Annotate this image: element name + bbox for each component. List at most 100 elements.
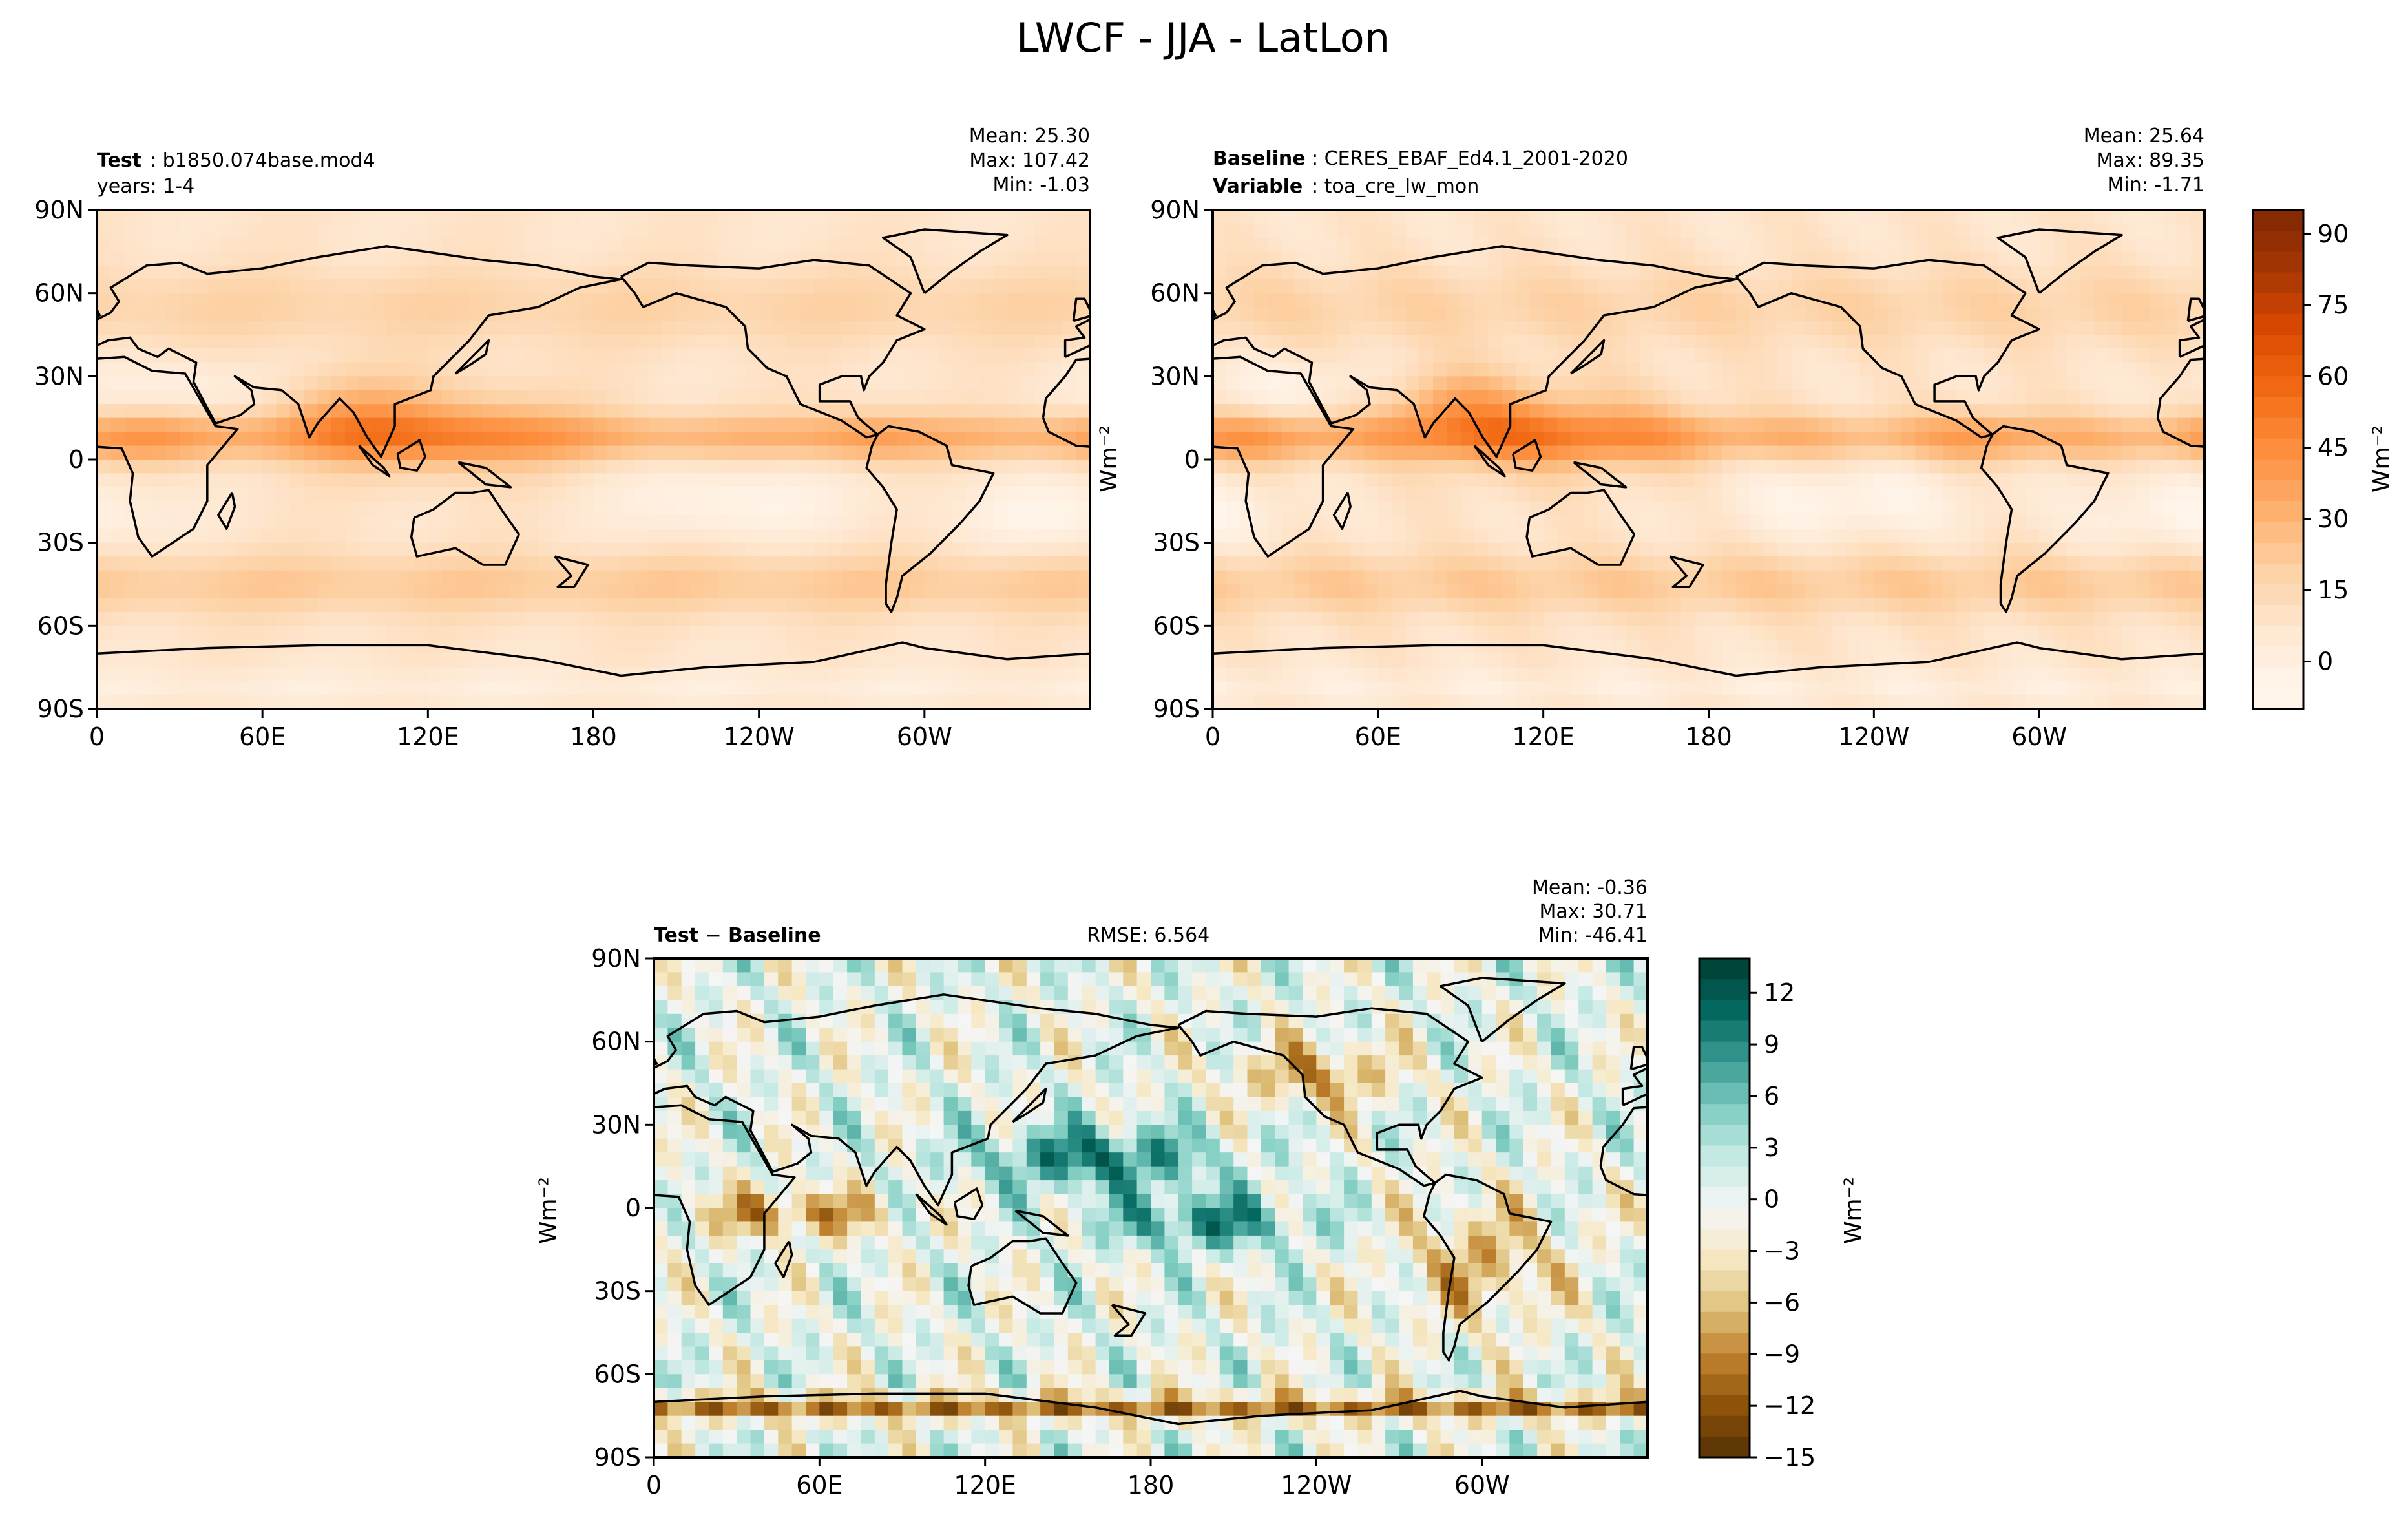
field-cell xyxy=(1557,626,1571,640)
field-cell xyxy=(483,514,497,529)
field-cell xyxy=(386,362,401,377)
field-cell xyxy=(2108,307,2122,322)
field-cell xyxy=(2122,307,2136,322)
field-cell xyxy=(704,390,718,405)
field-cell xyxy=(386,501,401,516)
field-cell xyxy=(662,529,677,544)
field-cell xyxy=(469,417,484,432)
field-cell xyxy=(1557,598,1571,613)
field-cell xyxy=(1680,487,1695,502)
field-cell xyxy=(634,224,649,238)
field-cell xyxy=(1364,417,1379,432)
field-cell xyxy=(317,542,332,557)
field-cell xyxy=(634,487,649,502)
field-cell xyxy=(1405,570,1420,585)
field-cell xyxy=(1350,335,1365,349)
field-cell xyxy=(1254,307,1268,322)
field-cell xyxy=(97,321,111,335)
field-cell xyxy=(580,611,594,626)
field-cell xyxy=(1062,681,1077,696)
field-cell xyxy=(2025,487,2040,502)
field-cell xyxy=(221,598,235,613)
field-cell xyxy=(1763,529,1778,544)
field-cell xyxy=(841,335,856,349)
x-tick-label: 60W xyxy=(897,723,952,751)
field-cell xyxy=(938,460,953,474)
field-cell xyxy=(2149,626,2164,640)
field-cell xyxy=(180,432,194,447)
field-cell xyxy=(855,362,870,377)
field-cell xyxy=(1392,653,1407,668)
field-cell xyxy=(2094,473,2109,488)
field-cell xyxy=(2149,335,2164,349)
field-cell xyxy=(2163,460,2177,474)
field-cell xyxy=(1336,542,1351,557)
field-cell xyxy=(2163,473,2177,488)
field-cell xyxy=(621,224,636,238)
field-cell xyxy=(1612,404,1627,419)
field-cell xyxy=(1529,251,1544,266)
field-cell xyxy=(1722,598,1737,613)
field-cell xyxy=(1062,404,1077,419)
field-cell xyxy=(1832,265,1847,280)
field-cell xyxy=(441,653,456,668)
field-cell xyxy=(938,348,953,363)
field-cell xyxy=(345,570,360,585)
field-cell xyxy=(648,279,663,294)
field-cell xyxy=(1254,210,1268,224)
field-cell xyxy=(1901,529,1916,544)
field-cell xyxy=(2011,265,2026,280)
field-cell xyxy=(345,667,360,682)
field-cell xyxy=(565,681,580,696)
field-cell xyxy=(497,460,511,474)
field-cell xyxy=(124,542,139,557)
field-cell xyxy=(1226,473,1241,488)
field-cell xyxy=(1377,362,1392,377)
field-cell xyxy=(441,417,456,432)
field-cell xyxy=(1516,251,1530,266)
field-cell xyxy=(745,473,760,488)
field-cell xyxy=(1667,335,1682,349)
field-cell xyxy=(565,667,580,682)
field-cell xyxy=(180,681,194,696)
field-cell xyxy=(221,460,235,474)
field-cell xyxy=(372,556,387,571)
field-cell xyxy=(262,279,277,294)
field-cell xyxy=(400,695,415,710)
field-cell xyxy=(1805,417,1819,432)
field-cell xyxy=(1557,460,1571,474)
field-cell xyxy=(193,653,208,668)
field-cell xyxy=(1791,417,1806,432)
field-cell xyxy=(289,348,304,363)
field-cell xyxy=(304,335,319,349)
field-cell xyxy=(110,251,125,266)
field-cell xyxy=(124,653,139,668)
field-cell xyxy=(855,432,870,447)
field-cell xyxy=(1874,279,1889,294)
field-cell xyxy=(841,667,856,682)
field-cell xyxy=(1254,376,1268,391)
field-cell xyxy=(235,487,249,502)
field-cell xyxy=(1405,279,1420,294)
field-cell xyxy=(317,598,332,613)
field-cell xyxy=(359,293,373,308)
field-cell xyxy=(1722,542,1737,557)
field-cell xyxy=(1750,501,1764,516)
field-cell xyxy=(1309,251,1324,266)
field-cell xyxy=(1695,251,1710,266)
field-cell xyxy=(621,321,636,335)
field-cell xyxy=(262,584,277,598)
field-cell xyxy=(1034,598,1049,613)
field-cell xyxy=(704,279,718,294)
field-cell xyxy=(1584,626,1599,640)
field-cell xyxy=(345,556,360,571)
field-cell xyxy=(276,653,291,668)
field-cell xyxy=(773,307,787,322)
field-cell xyxy=(2177,529,2192,544)
field-cell xyxy=(676,639,691,654)
field-cell xyxy=(221,542,235,557)
field-cell xyxy=(1405,473,1420,488)
field-cell xyxy=(1488,390,1503,405)
field-cell xyxy=(235,432,249,447)
field-cell xyxy=(221,210,235,224)
